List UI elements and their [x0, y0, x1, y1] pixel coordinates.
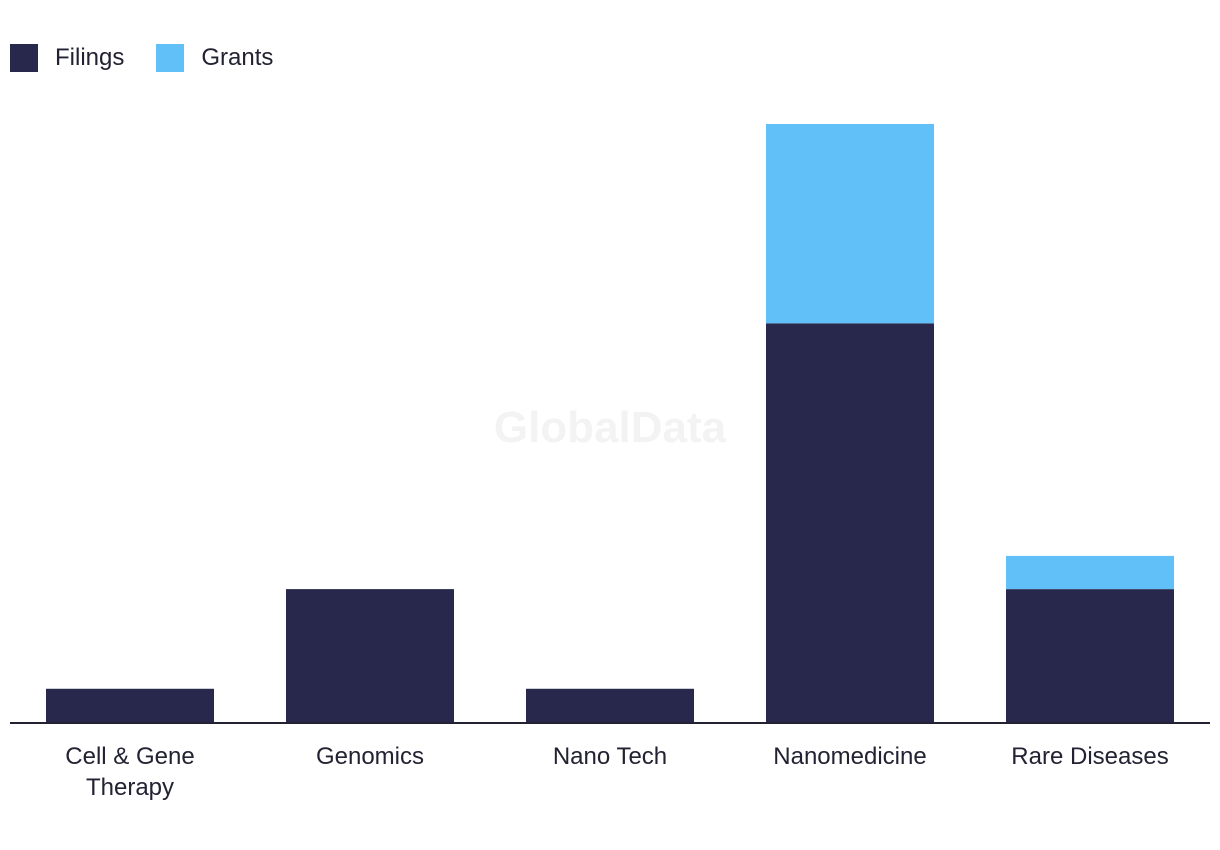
legend-swatch-filings	[10, 44, 38, 72]
x-tick-label-line: Nano Tech	[553, 743, 667, 770]
x-tick-label-3: Nanomedicine	[773, 743, 926, 770]
x-tick-labels: Cell & Gene Therapy Genomics Nano Tech Nanom…	[65, 743, 1168, 801]
legend-item-grants[interactable]: Grants	[156, 44, 273, 72]
bar-grants-4[interactable]	[1006, 555, 1174, 590]
bar-filings-2[interactable]	[526, 688, 694, 722]
bars-group	[46, 124, 1174, 722]
x-tick-label-line: Cell & Gene	[65, 743, 194, 770]
x-tick-label-line: Nanomedicine	[773, 743, 926, 770]
legend-item-filings[interactable]: Filings	[10, 44, 124, 72]
legend-label-grants: Grants	[201, 44, 274, 71]
x-tick-label-2: Nano Tech	[553, 743, 667, 770]
bar-filings-0[interactable]	[46, 688, 214, 722]
bar-filings-1[interactable]	[286, 589, 454, 722]
x-tick-label-line: Genomics	[316, 743, 424, 770]
bar-filings-4[interactable]	[1006, 589, 1174, 722]
legend-swatch-grants	[156, 44, 185, 72]
legend-label-filings: Filings	[55, 44, 125, 71]
x-tick-label-4: Rare Diseases	[1011, 743, 1168, 770]
x-tick-label-0: Cell & Gene Therapy	[65, 743, 194, 801]
x-tick-label-line: Therapy	[86, 774, 174, 801]
bar-filings-3[interactable]	[766, 323, 934, 722]
x-tick-label-1: Genomics	[316, 743, 424, 770]
watermark: GlobalData	[494, 403, 727, 452]
bar-grants-3[interactable]	[766, 124, 934, 324]
legend: Filings Grants	[10, 44, 305, 72]
x-tick-label-line: Rare Diseases	[1011, 743, 1168, 770]
